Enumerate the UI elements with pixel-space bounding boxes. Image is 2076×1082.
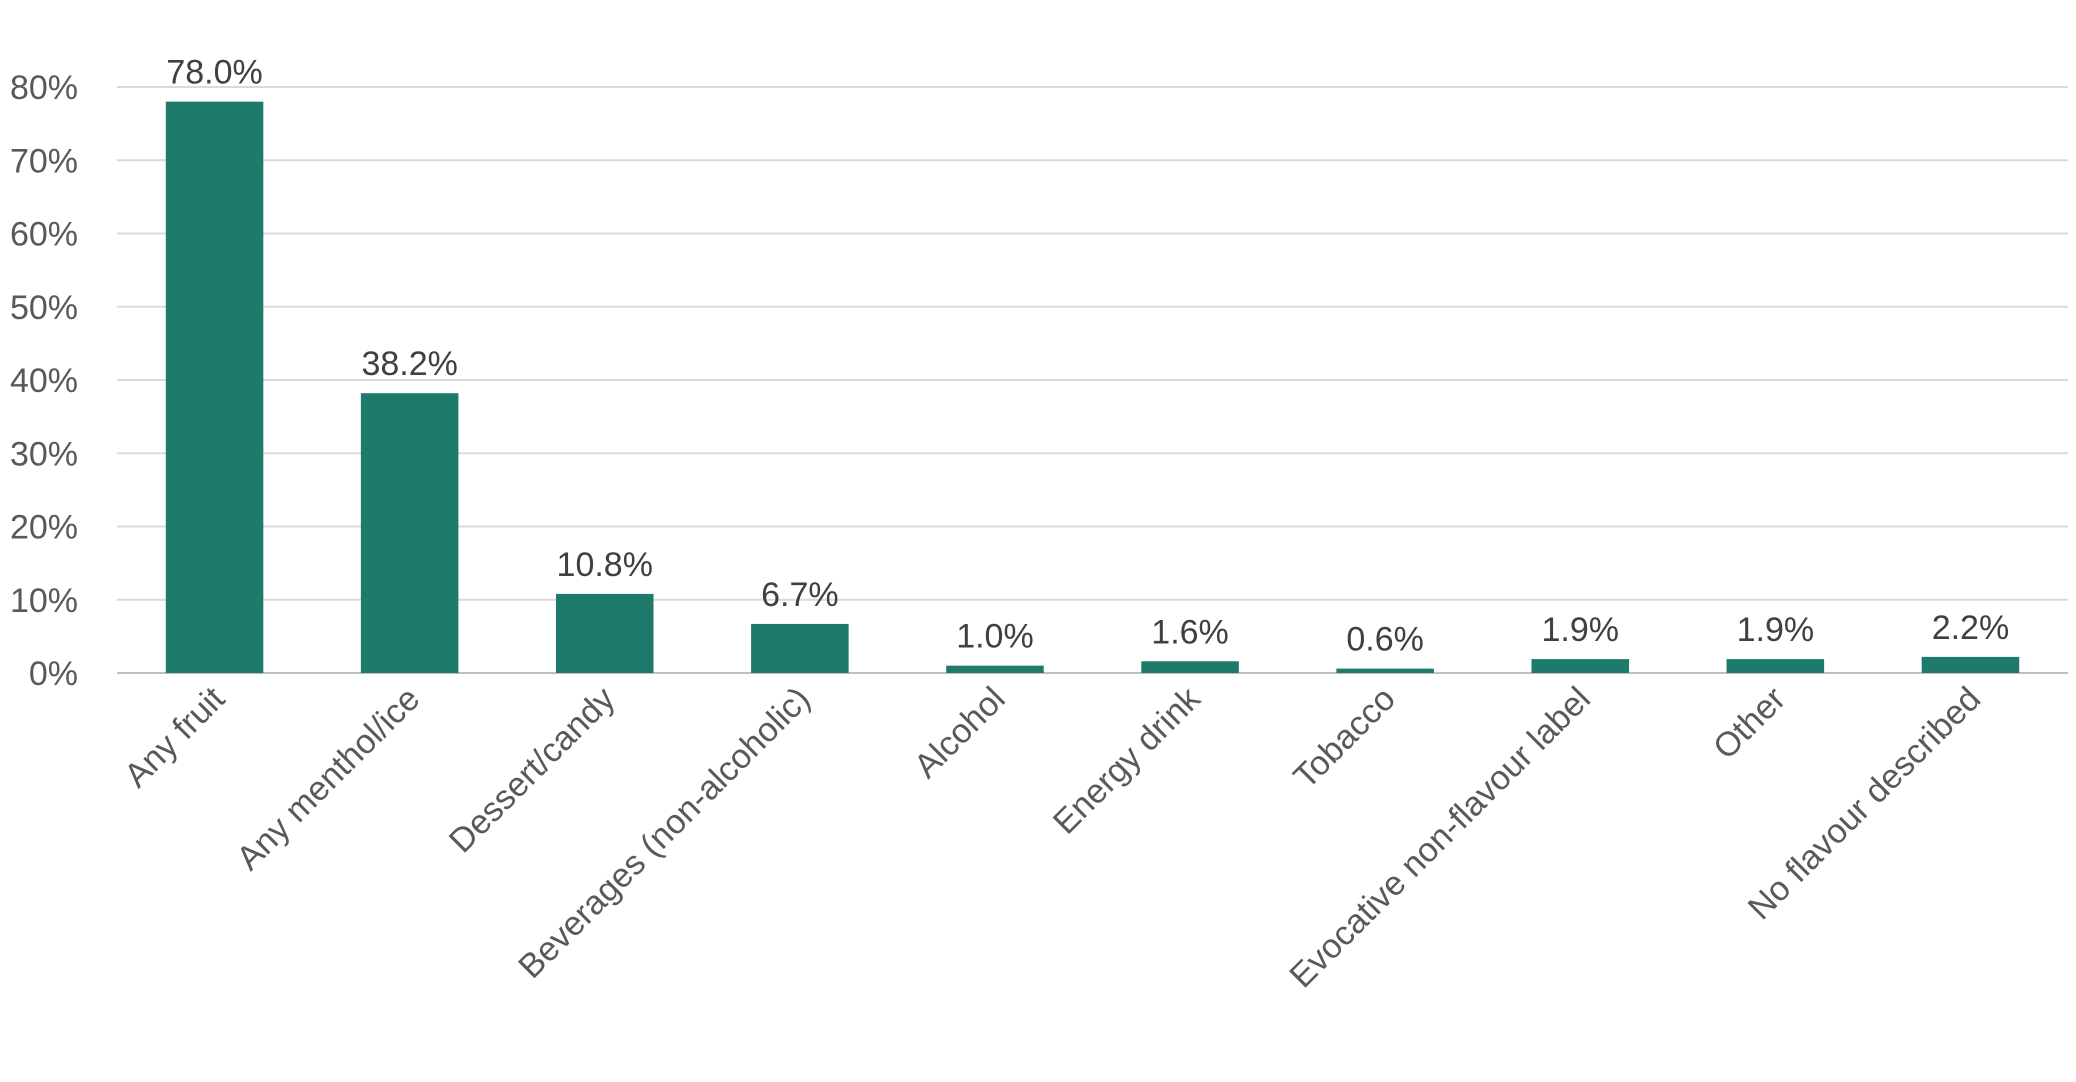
data-label: 1.9% <box>1542 611 1620 649</box>
data-labels: 78.0% 38.2% 10.8% 6.7% 1.0% 1.6% 0.6% 1.9% 1.9% 2… <box>166 54 2009 659</box>
bar <box>1921 656 2020 673</box>
y-tick-label: 50% <box>10 289 78 327</box>
bar <box>165 101 264 673</box>
bar <box>1726 659 1825 673</box>
y-tick-label: 30% <box>10 435 78 473</box>
bar <box>1336 668 1434 673</box>
x-tick-label: Any menthol/ice <box>229 680 427 878</box>
bar <box>751 623 849 673</box>
x-tick-label: Energy drink <box>1046 679 1209 842</box>
bar <box>946 665 1044 673</box>
y-tick-label: 80% <box>10 69 78 107</box>
y-tick-label: 0% <box>29 655 78 693</box>
y-tick-label: 70% <box>10 142 78 180</box>
bar <box>360 393 459 673</box>
bar <box>555 593 654 673</box>
data-label: 10.8% <box>557 546 653 584</box>
data-label: 38.2% <box>361 345 457 383</box>
y-tick-label: 20% <box>10 509 78 547</box>
data-label: 2.2% <box>1932 609 2010 647</box>
bars <box>165 101 2020 673</box>
bar <box>1141 661 1239 673</box>
y-tick-label: 40% <box>10 362 78 400</box>
data-label: 1.6% <box>1151 613 1229 651</box>
y-tick-label: 60% <box>10 216 78 254</box>
x-tick-label: Alcohol <box>907 680 1013 786</box>
bar <box>1531 659 1630 673</box>
data-label: 6.7% <box>761 576 839 614</box>
x-tick-label: Dessert/candy <box>442 680 623 861</box>
data-label: 0.6% <box>1346 621 1424 659</box>
x-tick-label: Other <box>1706 680 1793 767</box>
data-label: 78.0% <box>166 54 262 92</box>
x-tick-label: Tobacco <box>1286 680 1402 796</box>
y-axis-ticks: 0% 10% 20% 30% 40% 50% 60% 70% 80% <box>10 69 78 693</box>
x-tick-label: Any fruit <box>117 679 232 794</box>
data-label: 1.9% <box>1737 611 1815 649</box>
data-label: 1.0% <box>956 618 1034 656</box>
y-tick-label: 10% <box>10 582 78 620</box>
